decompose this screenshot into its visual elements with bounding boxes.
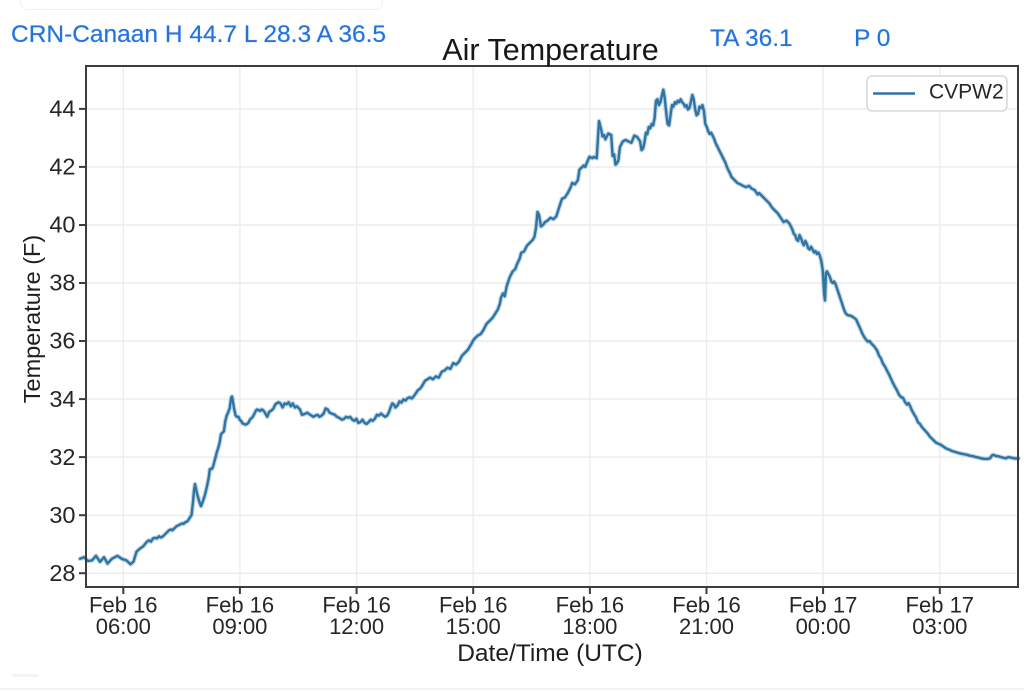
svg-text:40: 40	[49, 212, 75, 238]
svg-text:Feb 17: Feb 17	[789, 593, 858, 618]
svg-text:38: 38	[49, 270, 75, 296]
svg-text:34: 34	[49, 386, 75, 412]
svg-text:Feb 16: Feb 16	[322, 593, 391, 618]
svg-text:Feb 16: Feb 16	[672, 593, 741, 618]
svg-text:CVPW2: CVPW2	[929, 81, 1004, 104]
svg-text:15:00: 15:00	[446, 614, 501, 639]
svg-text:18:00: 18:00	[562, 614, 617, 639]
svg-text:21:00: 21:00	[679, 614, 734, 639]
svg-text:28: 28	[49, 560, 75, 586]
svg-text:12:00: 12:00	[329, 614, 384, 639]
svg-text:44: 44	[49, 96, 75, 122]
svg-text:Feb 16: Feb 16	[89, 593, 158, 618]
svg-text:Date/Time (UTC): Date/Time (UTC)	[457, 640, 643, 667]
svg-text:Feb 16: Feb 16	[439, 593, 508, 618]
svg-text:Temperature (F): Temperature (F)	[19, 235, 45, 403]
svg-text:00:00: 00:00	[796, 614, 851, 639]
svg-text:Feb 16: Feb 16	[556, 593, 625, 618]
svg-text:Feb 17: Feb 17	[906, 593, 975, 618]
svg-text:03:00: 03:00	[912, 614, 967, 639]
svg-text:06:00: 06:00	[96, 614, 151, 639]
svg-text:09:00: 09:00	[212, 614, 267, 639]
svg-text:36: 36	[49, 328, 75, 354]
svg-text:30: 30	[49, 502, 75, 528]
svg-text:Air Temperature: Air Temperature	[442, 33, 658, 67]
svg-text:42: 42	[49, 154, 75, 180]
svg-text:Feb 16: Feb 16	[206, 593, 275, 618]
svg-text:32: 32	[49, 444, 75, 470]
